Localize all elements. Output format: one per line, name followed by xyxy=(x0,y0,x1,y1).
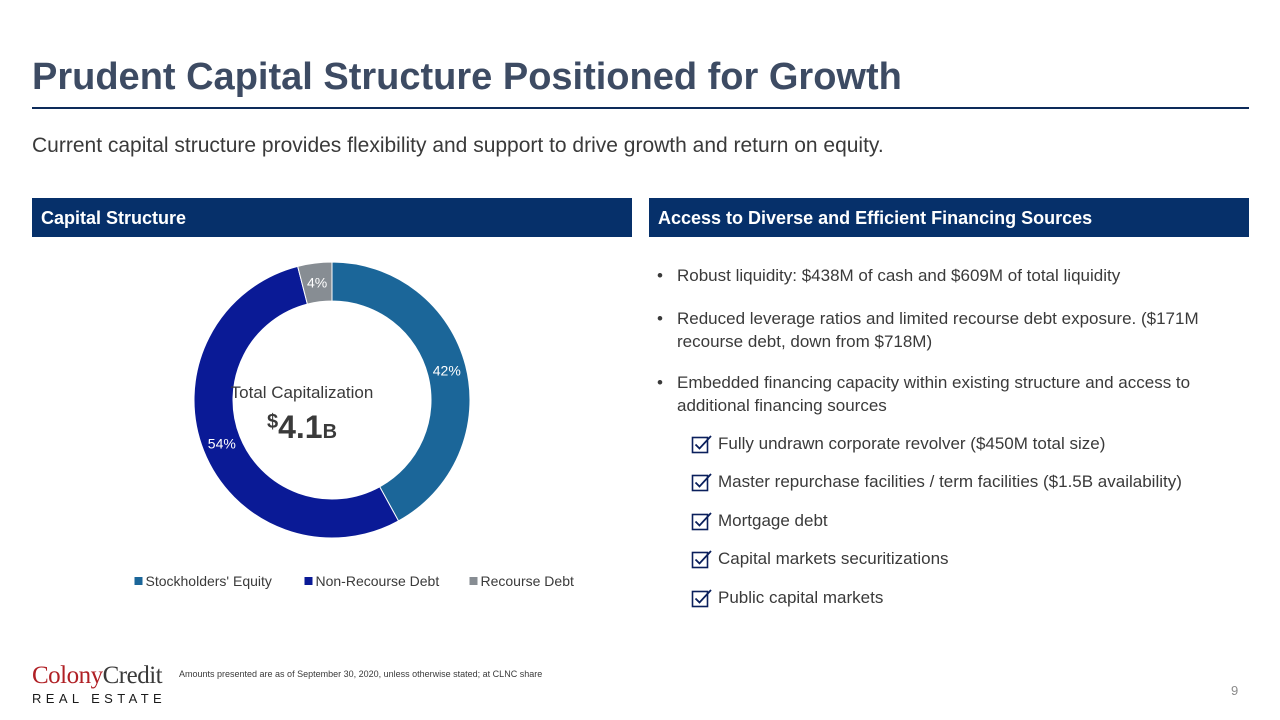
bullet-text: Embedded financing capacity within exist… xyxy=(677,373,1191,415)
slice-label-2: 4% xyxy=(307,274,327,290)
donut-slice-1 xyxy=(193,265,400,539)
logo-wordmark: ColonyCredit xyxy=(32,662,163,689)
page-number: 9 xyxy=(1231,683,1239,698)
capital-structure-header: Capital Structure xyxy=(32,198,632,237)
slice-label-1: 54% xyxy=(208,436,236,452)
logo-colony: Colony xyxy=(32,662,103,689)
checkbox-checked-icon xyxy=(691,589,712,608)
center-value: $4.1B xyxy=(267,409,337,445)
page-title: Prudent Capital Structure Positioned for… xyxy=(32,56,902,98)
capital-structure-donut-chart: 42% 54% 4% Total Capitalization $4.1B Stoc… xyxy=(134,261,574,589)
center-value-number: 4.1 xyxy=(278,409,322,445)
footnote: Amounts presented are as of September 30… xyxy=(179,669,543,679)
checklist-text: Mortgage debt xyxy=(718,511,828,530)
slice-label-0: 42% xyxy=(433,363,461,379)
checkbox-checked-icon xyxy=(691,550,712,569)
center-label: Total Capitalization xyxy=(231,383,374,402)
bullet-text: Reduced leverage ratios and limited reco… xyxy=(677,309,1199,351)
checklist-item: Public capital markets xyxy=(691,586,883,610)
legend-label-1: Non-Recourse Debt xyxy=(316,573,440,589)
bullet-dot-icon: • xyxy=(657,309,663,328)
checklist-text: Master repurchase facilities / term faci… xyxy=(718,472,1182,491)
bullet-item: • Robust liquidity: $438M of cash and $6… xyxy=(657,264,1120,287)
checklist-item: Capital markets securitizations xyxy=(691,547,949,571)
logo-credit: Credit xyxy=(102,662,163,689)
legend-label-0: Stockholders' Equity xyxy=(146,573,272,589)
financing-sources-header: Access to Diverse and Efficient Financin… xyxy=(649,198,1249,237)
bullet-item: • Reduced leverage ratios and limited re… xyxy=(657,307,1237,353)
legend-swatch-1 xyxy=(304,577,313,585)
donut-slice-0 xyxy=(331,261,471,522)
donut-slice-2 xyxy=(297,261,333,305)
checklist-text: Public capital markets xyxy=(718,588,884,607)
checkbox-checked-icon xyxy=(691,435,712,454)
bullet-dot-icon: • xyxy=(657,373,663,392)
checkbox-checked-icon xyxy=(691,512,712,531)
donut-slices xyxy=(193,261,471,539)
checklist-text: Capital markets securitizations xyxy=(718,549,949,568)
center-value-prefix: $ xyxy=(267,411,278,433)
checklist-item: Mortgage debt xyxy=(691,509,828,533)
checkbox-checked-icon xyxy=(691,473,712,492)
bullet-item: • Embedded financing capacity within exi… xyxy=(657,371,1237,417)
chart-legend: Stockholders' Equity Non-Recourse Debt Rec… xyxy=(134,573,574,589)
checklist-item: Master repurchase facilities / term faci… xyxy=(691,470,1182,494)
legend-swatch-2 xyxy=(469,577,478,585)
bullet-text: Robust liquidity: $438M of cash and $609… xyxy=(677,266,1121,285)
bullet-dot-icon: • xyxy=(657,266,663,285)
center-value-suffix: B xyxy=(323,421,337,443)
logo-tagline: REAL ESTATE xyxy=(32,691,167,706)
checklist-text: Fully undrawn corporate revolver ($450M … xyxy=(718,434,1106,453)
page-subtitle: Current capital structure provides flexi… xyxy=(32,134,884,157)
legend-label-2: Recourse Debt xyxy=(481,573,574,589)
legend-swatch-0 xyxy=(134,577,143,585)
company-logo: ColonyCredit REAL ESTATE xyxy=(32,662,167,710)
checklist-item: Fully undrawn corporate revolver ($450M … xyxy=(691,432,1105,456)
donut-labels: 42% 54% 4% xyxy=(208,274,461,451)
title-divider xyxy=(32,107,1249,109)
